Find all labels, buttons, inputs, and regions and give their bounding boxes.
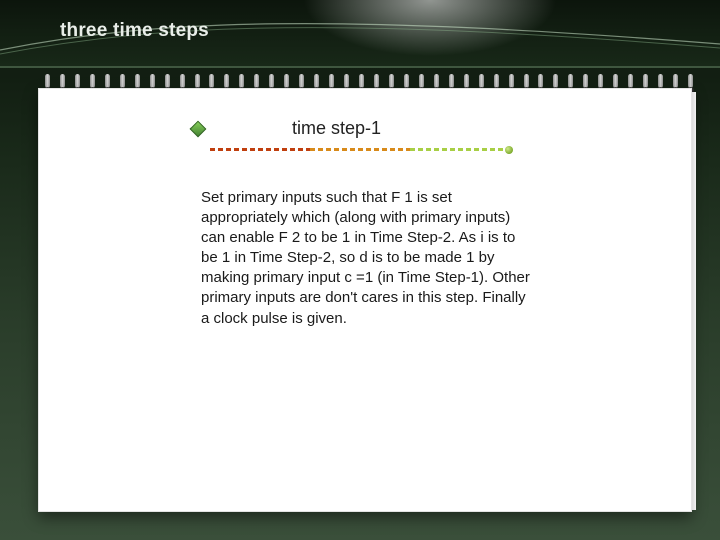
underline-end-dot-icon xyxy=(505,146,513,154)
slide-title: three time steps xyxy=(60,20,209,42)
underline-segment-1 xyxy=(210,148,310,151)
underline-segment-2 xyxy=(310,148,410,151)
diamond-bullet-icon xyxy=(190,120,207,137)
slide: three time steps time step-1 Set primary… xyxy=(0,0,720,540)
underline-segment-3 xyxy=(410,148,505,151)
section-heading: time step-1 xyxy=(292,118,381,139)
heading-underline xyxy=(210,148,510,152)
notepad-page: time step-1 Set primary inputs such that… xyxy=(38,88,692,512)
heading-row: time step-1 xyxy=(192,118,381,139)
body-paragraph: Set primary inputs such that F 1 is set … xyxy=(201,188,531,329)
